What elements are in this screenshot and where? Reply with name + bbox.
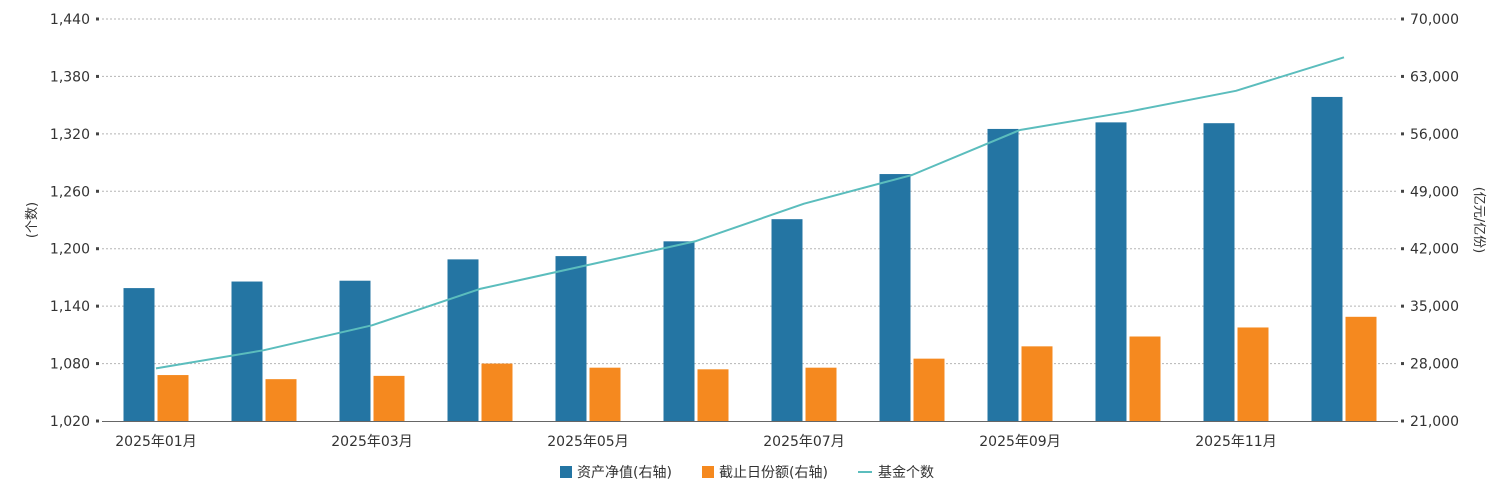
axes: 1,020 1,080 1,140 1,200 1,260 1,320 1,380 1,440…	[25, 12, 1486, 450]
bar-net-assets	[663, 241, 695, 421]
x-tick-label: 2025年05月	[547, 434, 628, 450]
bar-shares	[913, 358, 945, 421]
legend-swatch-shares	[702, 466, 714, 478]
bar-shares	[265, 379, 297, 421]
left-tick-mark	[96, 132, 99, 136]
left-tick-mark	[96, 419, 99, 423]
bar-net-assets	[555, 256, 587, 421]
left-axis-title: (个数)	[25, 202, 40, 238]
bar-net-assets	[1203, 123, 1235, 421]
grid-lines	[102, 18, 1398, 365]
bar-net-assets	[771, 219, 803, 421]
x-tick-label: 2025年01月	[115, 434, 196, 450]
left-tick-label: 1,260	[50, 184, 90, 200]
bar-shares	[805, 367, 837, 421]
right-tick-mark	[1401, 132, 1404, 136]
bar-shares	[373, 375, 405, 421]
x-tick-label: 2025年09月	[979, 434, 1060, 450]
left-tick-label: 1,080	[50, 357, 90, 373]
left-tick-label: 1,200	[50, 242, 90, 258]
right-tick-mark	[1401, 247, 1404, 251]
bar-net-assets	[879, 174, 911, 421]
right-axis-title: (亿元/亿份)	[1471, 187, 1486, 254]
right-tick-label: 35,000	[1410, 299, 1459, 315]
bar-net-assets	[1095, 122, 1127, 421]
right-tick-label: 56,000	[1410, 127, 1459, 143]
bar-net-assets	[987, 128, 1019, 421]
left-tick-mark	[96, 247, 99, 251]
left-tick-mark	[96, 189, 99, 193]
legend-label-shares: 截止日份额(右轴)	[719, 465, 828, 481]
right-tick-label: 28,000	[1410, 357, 1459, 373]
right-tick-mark	[1401, 304, 1404, 308]
bar-net-assets	[123, 288, 155, 421]
bar-shares	[1345, 316, 1377, 421]
bar-shares	[1021, 346, 1053, 421]
right-tick-mark	[1401, 189, 1404, 193]
legend-label-fund-count: 基金个数	[878, 464, 934, 481]
line-fund-count	[155, 56, 1345, 370]
left-tick-label: 1,140	[50, 299, 90, 315]
bars	[123, 96, 1377, 421]
legend: 资产净值(右轴) 截止日份额(右轴) 基金个数	[560, 464, 934, 481]
right-tick-mark	[1401, 17, 1404, 21]
x-tick-label: 2025年11月	[1195, 434, 1276, 450]
legend-label-net-assets: 资产净值(右轴)	[577, 465, 672, 481]
bar-shares	[1129, 336, 1161, 421]
right-tick-label: 70,000	[1410, 12, 1459, 28]
bar-shares	[481, 363, 513, 421]
left-tick-mark	[96, 74, 99, 78]
right-tick-mark	[1401, 419, 1404, 423]
left-tick-mark	[96, 304, 99, 308]
left-tick-label: 1,440	[50, 12, 90, 28]
bar-shares	[157, 375, 189, 421]
bar-shares	[1237, 327, 1269, 421]
right-tick-label: 63,000	[1410, 69, 1459, 85]
left-tick-mark	[96, 362, 99, 366]
x-tick-label: 2025年03月	[331, 434, 412, 450]
left-tick-label: 1,380	[50, 69, 90, 85]
left-tick-mark	[96, 17, 99, 21]
bar-shares	[589, 367, 621, 421]
line-series	[155, 56, 1345, 370]
left-tick-label: 1,320	[50, 127, 90, 143]
bar-shares	[697, 369, 729, 421]
bar-net-assets	[1311, 96, 1343, 421]
left-tick-label: 1,020	[50, 414, 90, 430]
right-tick-mark	[1401, 362, 1404, 366]
right-tick-label: 21,000	[1410, 414, 1459, 430]
right-tick-label: 49,000	[1410, 184, 1459, 200]
bar-net-assets	[447, 259, 479, 421]
legend-swatch-net-assets	[560, 466, 572, 478]
bar-net-assets	[339, 280, 371, 421]
x-tick-label: 2025年07月	[763, 434, 844, 450]
right-tick-label: 42,000	[1410, 242, 1459, 258]
right-tick-mark	[1401, 74, 1404, 78]
